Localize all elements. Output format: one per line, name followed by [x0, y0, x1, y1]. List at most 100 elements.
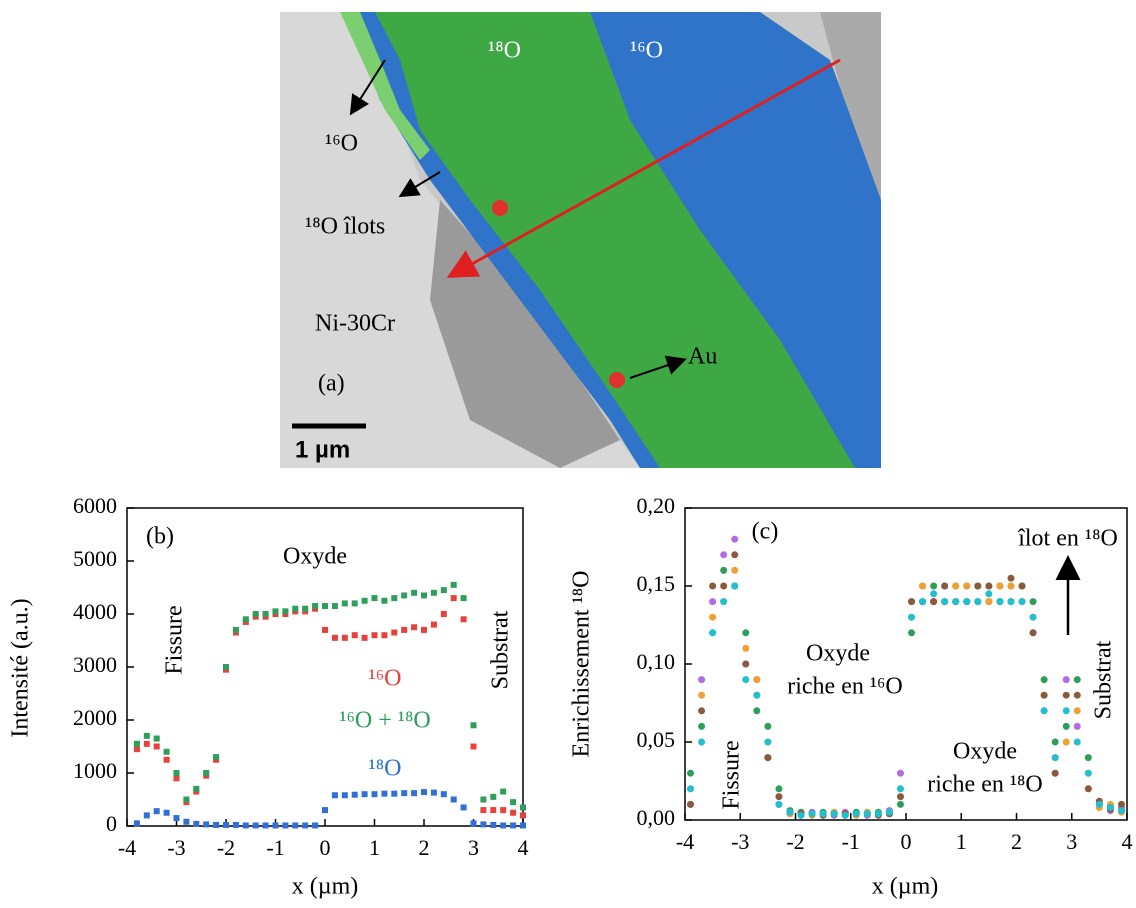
point [797, 811, 805, 819]
point [242, 822, 249, 829]
point [1018, 582, 1026, 590]
point [232, 821, 239, 828]
point [213, 754, 220, 761]
point [742, 676, 750, 684]
point [371, 595, 378, 602]
point [908, 598, 916, 606]
point [203, 821, 210, 828]
point [460, 595, 467, 602]
micrograph: ¹⁸O ¹⁶O ¹⁶O ¹⁸O îlots Ni-30Cr (a) Au 1 µ… [280, 12, 881, 468]
annotation: Fissure [162, 605, 188, 674]
y-tick-label: 1000 [73, 758, 117, 783]
point [1073, 722, 1081, 730]
point [720, 566, 728, 574]
point [153, 735, 160, 742]
point [312, 822, 319, 829]
point [361, 634, 368, 641]
point [371, 791, 378, 798]
point [193, 785, 200, 792]
point [282, 822, 289, 829]
point [193, 820, 200, 827]
point [764, 738, 772, 746]
point [1073, 676, 1081, 684]
point [1062, 722, 1070, 730]
point [252, 822, 259, 829]
label: Ni-30Cr [315, 311, 395, 337]
point [490, 793, 497, 800]
x-tick-label: -3 [167, 835, 185, 860]
point [1062, 738, 1070, 746]
point [753, 707, 761, 715]
point [720, 551, 728, 559]
annotation: îlot en ¹⁸O [1017, 526, 1118, 552]
point [775, 785, 783, 793]
point [863, 810, 871, 818]
point [133, 746, 140, 753]
annotation: Fissure [719, 740, 745, 809]
x-tick-label: 3 [1066, 829, 1077, 854]
point [341, 600, 348, 607]
oxide-18 [375, 12, 855, 468]
y-tick-label: 0 [106, 811, 117, 836]
point [223, 664, 229, 670]
scale-label: 1 µm [295, 436, 350, 463]
y-tick-label: 0,00 [637, 805, 676, 830]
point [996, 598, 1004, 606]
x-tick-label: -2 [786, 829, 804, 854]
point [1007, 582, 1015, 590]
gold-marker [492, 200, 508, 216]
x-tick-label: 1 [956, 829, 967, 854]
x-tick-label: -1 [842, 829, 860, 854]
point [731, 582, 739, 590]
y-tick-label: 0,05 [637, 727, 676, 752]
panel-label: (a) [318, 371, 345, 397]
point [282, 608, 289, 615]
point [1051, 769, 1059, 777]
profile-arrow [446, 58, 841, 278]
point [153, 808, 160, 815]
point [302, 822, 309, 829]
point [173, 770, 180, 776]
point [510, 799, 517, 806]
point [460, 616, 467, 623]
x-tick-label: 4 [1122, 829, 1133, 854]
y-tick-label: 5000 [73, 546, 117, 571]
annotation: Oxyde [953, 739, 1017, 765]
point [1029, 598, 1037, 606]
point [252, 611, 259, 617]
label: ¹⁸O [488, 38, 521, 64]
point [1051, 754, 1059, 762]
x-tick-label: 4 [518, 835, 529, 860]
point [421, 592, 427, 599]
point [163, 809, 170, 816]
point [143, 740, 150, 747]
point [874, 810, 882, 818]
y-tick-label: 0,15 [637, 571, 676, 596]
point [985, 590, 993, 598]
point [930, 590, 938, 598]
point [470, 743, 477, 750]
annotation: riche en ¹⁸O [927, 772, 1043, 798]
point [133, 820, 140, 827]
point [1084, 754, 1092, 762]
point [272, 822, 279, 829]
point [1073, 707, 1081, 715]
point [1062, 676, 1070, 684]
point [331, 634, 338, 641]
point [885, 808, 893, 816]
point [430, 621, 437, 628]
point [203, 770, 210, 776]
point [1040, 691, 1048, 699]
x-tick-label: -4 [676, 829, 694, 854]
point [1018, 598, 1026, 606]
point [709, 598, 717, 606]
x-axis-label: x (µm) [872, 874, 938, 900]
x-tick-label: -1 [266, 835, 284, 860]
y-tick-label: 4000 [73, 599, 117, 624]
point [1062, 707, 1070, 715]
point [381, 597, 388, 604]
point [421, 789, 427, 796]
label: ¹⁶O [325, 131, 358, 157]
point [687, 769, 695, 777]
point [941, 598, 949, 606]
